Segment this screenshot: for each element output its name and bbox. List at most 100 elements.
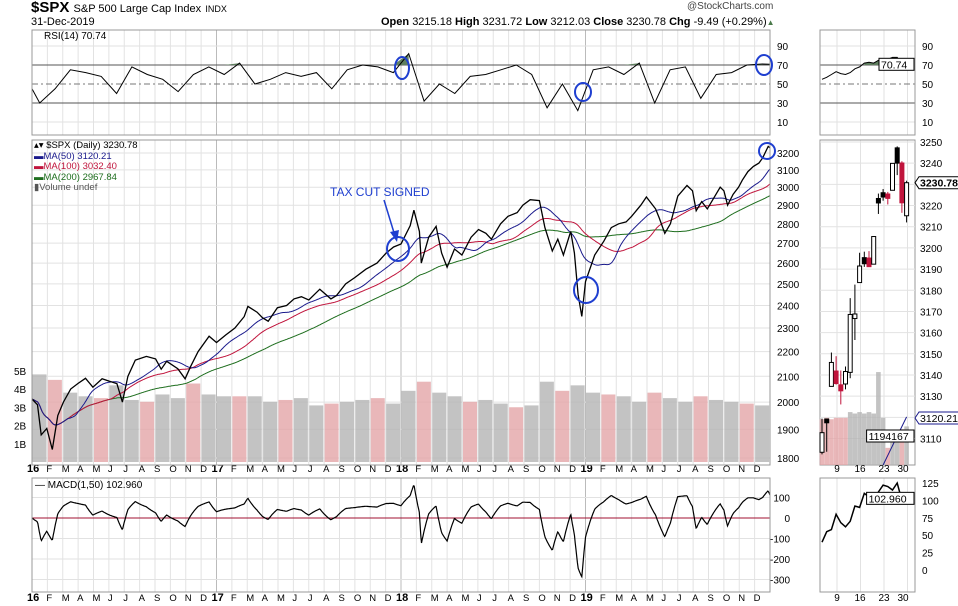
price-tick-label: 1800 <box>777 454 800 465</box>
price-tick-label: 2000 <box>777 398 800 409</box>
annotation-circle <box>386 236 410 262</box>
volume-bar <box>570 385 585 462</box>
x-tick-label: N <box>738 593 745 604</box>
close-value-tag-box <box>914 176 958 190</box>
price-tick-label: 2200 <box>777 348 800 359</box>
symbol: $SPX <box>31 0 70 16</box>
rsi-legend: RSI(14) 70.74 <box>44 31 107 42</box>
mini-macd-tick-label: 25 <box>922 549 934 560</box>
x-tick-label: O <box>169 464 176 475</box>
x-tick-label: J <box>677 464 682 475</box>
x-tick-label: M <box>93 593 101 604</box>
volume-bar <box>586 392 600 462</box>
x-tick-label: M <box>646 593 654 604</box>
x-tick-label: O <box>723 593 730 604</box>
volume-bar <box>217 396 231 462</box>
x-tick-label: A <box>631 464 638 475</box>
volume-tick-label: 5B <box>14 367 27 378</box>
candle-body <box>847 313 853 373</box>
volume-bar <box>355 399 370 462</box>
x-tick-label: J <box>123 593 128 604</box>
x-tick-label: S <box>339 464 345 475</box>
x-tick-label: J <box>677 593 682 604</box>
candle-body <box>875 197 881 204</box>
high-value: 3231.72 <box>482 16 523 28</box>
volume-bar <box>493 403 508 462</box>
mini-volume-bar <box>904 426 909 465</box>
x-tick-label: M <box>62 464 70 475</box>
mini-price-tick-label: 3170 <box>920 307 943 318</box>
x-tick-label: A <box>631 593 638 604</box>
x-tick-label: D <box>200 593 207 604</box>
mini-x-tick-label: 9 <box>834 593 840 604</box>
volume-bar <box>693 396 708 462</box>
volume-bar <box>155 394 170 462</box>
price-tick-label: 3000 <box>777 183 800 194</box>
x-tick-label: M <box>246 464 254 475</box>
x-tick-label: A <box>692 464 699 475</box>
volume-bar <box>324 403 339 462</box>
price-tick-label: 2900 <box>777 201 800 212</box>
x-tick-label: N <box>185 464 192 475</box>
volume-bar <box>401 390 416 462</box>
legend-ma50-text: MA(50) 3120.21 <box>43 150 112 162</box>
x-tick-label: N <box>369 593 376 604</box>
price-tick-label: 1900 <box>777 425 800 436</box>
rsi-tick-label: 30 <box>777 99 789 110</box>
legend-volume: ▮Volume undef <box>34 182 98 193</box>
mini-macd-tick-label: 0 <box>922 566 928 577</box>
x-tick-label: N <box>554 593 561 604</box>
legend-price-text: $SPX (Daily) 3230.78 <box>46 140 138 151</box>
mini-rsi-tick-label: 10 <box>922 118 934 129</box>
mini-price-tick-label: 3150 <box>920 350 943 361</box>
mini-macd-line <box>821 481 907 543</box>
high-label: High <box>455 16 480 28</box>
open-label: Open <box>381 16 410 28</box>
candle-body <box>843 371 848 385</box>
volume-bar <box>724 401 739 462</box>
mini-price-tick-label: 3140 <box>920 371 943 382</box>
mini-x-tick-label: 23 <box>878 593 890 604</box>
mini-volume-bar <box>852 413 858 465</box>
annotation-arrow <box>383 199 396 237</box>
candle-body <box>833 370 839 385</box>
candle-body <box>894 147 900 164</box>
mini-x-tick-label: 23 <box>878 464 890 475</box>
x-tick-label: D <box>754 593 761 604</box>
price-tick-label: 2700 <box>777 239 800 250</box>
x-tick-label: A <box>692 593 699 604</box>
volume-bar <box>47 379 62 462</box>
x-tick-label: N <box>369 464 376 475</box>
x-tick-label: J <box>477 593 482 604</box>
volume-bar <box>616 396 631 462</box>
x-tick-label: A <box>446 464 453 475</box>
mini-macd-tick-label: 125 <box>922 479 939 490</box>
x-tick-label: O <box>169 593 176 604</box>
annotation-circle <box>574 82 592 102</box>
x-tick-label: D <box>385 593 392 604</box>
x-tick-label: S <box>154 593 160 604</box>
rsi-overbought-fill <box>623 63 640 65</box>
mini-price-tick-label: 3160 <box>920 329 943 340</box>
rsi-value-tag-box <box>878 57 915 71</box>
index-name: S&P 500 Large Cap Index <box>73 3 202 15</box>
mini-volume-bar <box>857 412 862 465</box>
legend-ma200-text: MA(200) 2967.84 <box>43 171 117 183</box>
x-tick-label: D <box>569 464 576 475</box>
x-tick-label: N <box>185 593 192 604</box>
x-tick-label: M <box>431 593 439 604</box>
x-tick-label: D <box>200 464 207 475</box>
rsi-tick-label: 70 <box>777 61 789 72</box>
volume-bar <box>447 396 462 462</box>
candle-body <box>885 193 891 199</box>
volume-bar <box>739 403 754 462</box>
x-tick-label: J <box>292 464 297 475</box>
low-value: 3212.03 <box>550 16 591 28</box>
mini-volume-bar <box>843 417 848 465</box>
x-tick-label: O <box>723 464 730 475</box>
up-arrow-icon: ▲ <box>766 18 775 27</box>
volume-bar <box>186 383 201 462</box>
volume-tick-label: 4B <box>14 385 27 396</box>
candle-body <box>866 257 872 268</box>
